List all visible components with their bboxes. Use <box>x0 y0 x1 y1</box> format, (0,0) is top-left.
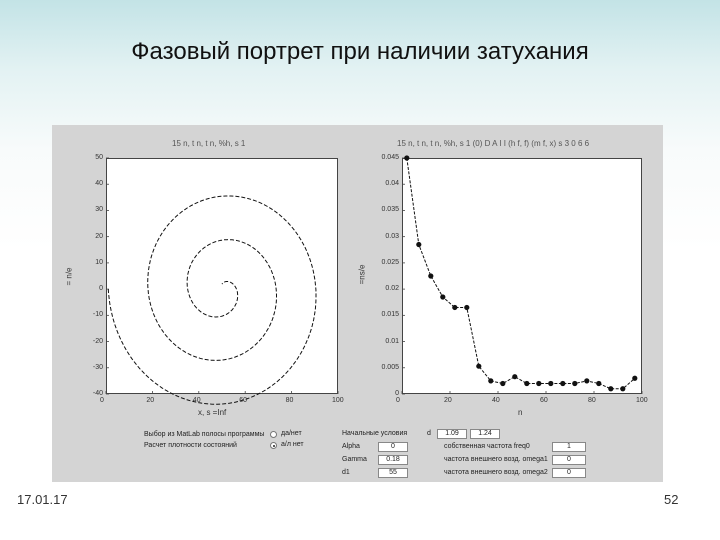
param-field-alpha[interactable]: 0 <box>378 442 408 452</box>
left-plot-xlabel: x, s =Inf <box>198 408 227 417</box>
right-plot-y-tick-label: 0 <box>395 390 399 397</box>
left-plot-x-tick-label: 80 <box>285 397 294 404</box>
left-plot-x-tick-label: 20 <box>146 397 155 404</box>
init-field-2[interactable]: 1.24 <box>470 429 500 439</box>
data-point <box>632 375 638 381</box>
data-point <box>620 386 626 392</box>
right-plot-y-tick-label: 0.03 <box>385 232 399 240</box>
spiral-trajectory <box>107 195 317 405</box>
series-line <box>406 157 636 390</box>
slide-title: Фазовый портрет при наличии затухания <box>131 38 589 65</box>
param-label-d1: d1 <box>342 469 350 476</box>
left-plot-y-tick-label: 10 <box>95 258 103 266</box>
data-point <box>488 378 494 384</box>
left-plot-x-tick-label: 40 <box>192 397 201 404</box>
left-plot-y-tick-label: 40 <box>95 180 103 188</box>
left-plot-area <box>106 158 338 394</box>
right-param-label-freq0: собственная частота freq0 <box>444 443 530 450</box>
right-param-label-omega2: частота внешнего возд. omega2 <box>444 469 548 476</box>
data-point <box>440 294 446 300</box>
data-point <box>404 155 410 161</box>
right-plot-x-tick-label: 0 <box>396 397 400 404</box>
param-label-gamma: Gamma <box>342 456 367 463</box>
right-plot-x-tick-label: 100 <box>636 397 648 404</box>
right-plot-area <box>402 158 642 394</box>
right-plot-y-tick-label: 0.015 <box>381 311 399 319</box>
right-param-label-omega1: частота внешнего возд. omega1 <box>444 456 548 463</box>
right-plot-y-tick-label: 0.045 <box>381 154 399 161</box>
right-plot-x-tick-label: 60 <box>540 397 548 404</box>
data-point <box>416 241 422 248</box>
right-plot-x-tick-label: 40 <box>492 397 500 404</box>
right-plot-y-tick-label: 0.035 <box>381 206 399 214</box>
param-header: Начальные условия <box>342 430 408 437</box>
left-plot-y-tick-label: 0 <box>99 285 103 293</box>
left-plot-x-tick-label: 60 <box>239 397 247 404</box>
right-plot-y-tick-label: 0.04 <box>385 180 399 188</box>
left-plot-x-tick-label: 100 <box>332 397 344 404</box>
right-plot-title: 15 n, t n, t n, %h, s 1 (0) D A I I (h f… <box>397 139 590 148</box>
init-label: d <box>427 430 431 437</box>
param-field-gamma[interactable]: 0.18 <box>378 455 408 465</box>
left-plot-y-tick-label: -40 <box>92 390 103 397</box>
left-plot-y-tick-label: 50 <box>95 154 103 161</box>
left-control-label-2: Расчет плотности состояний <box>144 442 237 449</box>
right-param-field-omega2[interactable]: 0 <box>552 468 586 478</box>
right-plot-xlabel: n <box>518 408 523 417</box>
param-label-alpha: Alpha <box>342 443 360 450</box>
footer-date: 17.01.17 <box>17 492 68 507</box>
left-plot-title: 15 n, t n, t n, %h, s 1 <box>172 139 246 148</box>
left-plot-y-tick-label: 20 <box>95 232 103 240</box>
left-control-label-1: Выбор из MatLab полосы программы <box>144 431 265 438</box>
right-plot-x-tick-label: 80 <box>588 397 596 404</box>
right-plot-y-tick-label: 0.005 <box>381 363 399 371</box>
data-point <box>512 374 518 380</box>
data-point <box>428 273 434 279</box>
data-point <box>464 304 470 311</box>
matlab-figure-window: 15 n, t n, t n, %h, s 1 = n/e x, s =Inf … <box>52 125 663 482</box>
data-point <box>452 304 458 311</box>
data-point <box>572 380 578 387</box>
data-point <box>584 378 590 384</box>
init-field-1[interactable]: 1.09 <box>437 429 467 439</box>
left-plot-y-tick-label: -30 <box>92 363 103 371</box>
left-plot-y-tick-label: -20 <box>92 337 103 345</box>
right-plot-y-tick-label: 0.02 <box>385 285 399 293</box>
radio-option-1[interactable] <box>270 431 277 438</box>
right-plot-x-tick-label: 20 <box>444 397 452 404</box>
data-point <box>524 380 530 387</box>
data-point <box>608 386 614 392</box>
left-plot-x-tick-label: 0 <box>100 397 104 404</box>
right-plot-y-tick-label: 0.025 <box>381 258 399 266</box>
left-plot-y-tick-label: 30 <box>95 206 103 214</box>
radio-option-1-label: да/нет <box>281 430 302 437</box>
data-point <box>536 380 542 387</box>
right-plot-y-tick-label: 0.01 <box>385 337 399 345</box>
data-point <box>548 380 554 387</box>
param-field-d1[interactable]: 55 <box>378 468 408 478</box>
footer-page-number: 52 <box>664 492 679 507</box>
radio-option-2[interactable] <box>270 442 277 449</box>
right-param-field-omega1[interactable]: 0 <box>552 455 586 465</box>
left-plot-y-tick-label: -10 <box>92 311 103 319</box>
radio-option-2-label: а/л нет <box>281 441 304 448</box>
right-param-field-freq0[interactable]: 1 <box>552 442 586 452</box>
data-point <box>476 363 482 369</box>
data-point <box>596 380 602 387</box>
data-point <box>500 380 506 387</box>
data-point <box>560 380 566 387</box>
plots-svg <box>105 155 643 405</box>
